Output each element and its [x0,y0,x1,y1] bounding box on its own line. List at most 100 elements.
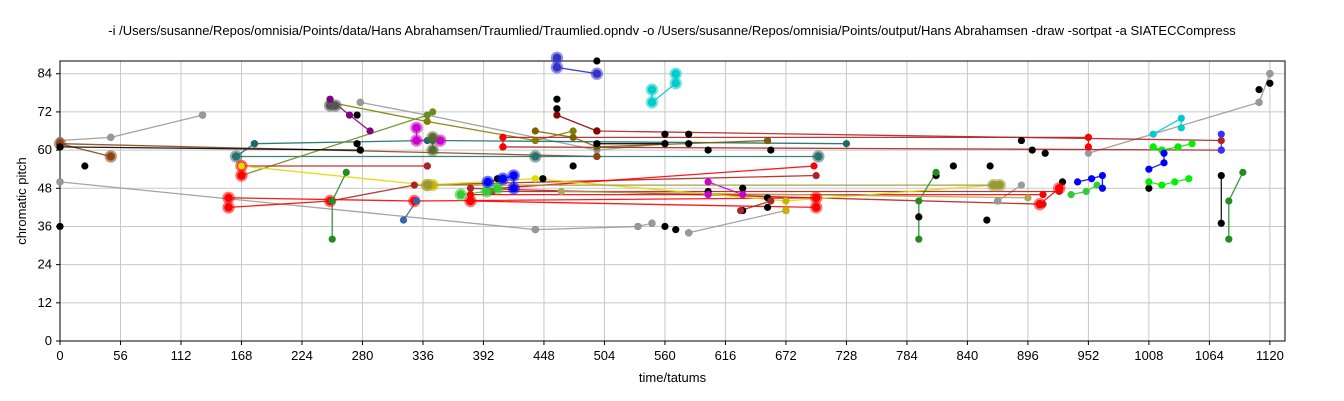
y-tick-label: 12 [38,295,52,310]
data-point-black [1266,79,1274,87]
x-tick-label: 952 [1078,348,1100,363]
series-line-53 [556,114,598,132]
x-tick-label: 448 [533,348,555,363]
series-line-46 [556,57,598,75]
data-point-5 [1017,181,1026,189]
data-point-14 [412,136,421,145]
data-point-23 [224,193,233,203]
data-point-1 [531,226,539,234]
data-point-42 [1174,143,1182,151]
data-point-8 [250,140,259,148]
data-point-black [1217,219,1225,227]
data-point-3 [685,229,693,237]
data-point-53 [553,111,561,119]
data-point-48 [1177,124,1185,132]
data-point-49 [399,216,408,224]
x-tick-label: 392 [473,348,495,363]
series-line-3 [688,209,787,234]
x-tick-label: 672 [775,348,797,363]
x-tick-label: 840 [957,348,979,363]
data-point-4 [1255,98,1263,106]
data-point-0 [107,133,115,141]
data-point-39 [493,184,502,193]
data-point-29 [499,143,507,151]
data-point-44 [1088,175,1096,183]
data-point-9 [814,152,823,161]
data-point-41 [1158,181,1166,189]
data-point-7 [593,152,601,161]
data-point-46 [592,69,602,78]
data-point-black [81,162,89,170]
data-point-23 [811,193,821,203]
data-point-29 [499,133,507,141]
data-point-57 [56,143,64,151]
data-point-4 [1084,149,1092,157]
x-tick-label: 280 [352,348,374,363]
data-point-35 [423,180,432,190]
x-tick-label: 112 [171,348,192,363]
data-point-56 [661,140,669,148]
data-point-41 [1145,178,1153,186]
command-line-title: -i /Users/susanne/Repos/omnisia/Points/d… [108,23,1236,38]
data-point-black [1041,149,1049,157]
data-point-38 [1239,168,1247,176]
x-tick-label: 1064 [1195,348,1224,363]
data-point-31 [1035,199,1044,209]
data-point-55 [557,187,565,196]
data-point-47 [647,85,657,94]
y-tick-label: 48 [38,180,52,195]
data-point-52 [428,145,437,155]
data-point-44 [1073,178,1082,186]
data-point-13 [345,111,354,119]
data-point-black [1145,184,1153,192]
plot-frame [59,60,1286,342]
y-tick-label: 0 [45,333,52,348]
data-point-black [661,222,669,231]
data-point-0 [198,111,207,119]
data-point-black [553,105,561,113]
x-tick-label: 728 [836,348,858,363]
data-point-16 [423,162,431,170]
data-point-black [593,57,601,65]
x-axis-label: time/tatums [639,370,707,385]
data-point-48 [1149,130,1157,138]
data-point-37 [915,197,923,205]
data-point-38 [1225,235,1233,243]
data-point-17 [812,171,820,180]
data-point-9 [531,152,540,161]
data-point-14 [412,123,421,133]
data-point-51 [569,133,577,141]
data-point-49 [412,197,421,205]
data-point-17 [410,181,418,189]
y-tick-label: 72 [38,104,52,119]
x-tick-label: 168 [231,348,253,363]
data-point-43 [509,184,518,193]
data-point-32 [531,175,539,183]
data-point-37 [915,235,923,243]
data-point-45 [1145,165,1153,173]
data-point-black [56,222,64,231]
series-line-1 [59,181,653,231]
data-point-black [539,175,547,183]
data-point-15 [704,191,712,199]
data-point-46 [552,63,562,72]
data-point-51 [763,136,772,145]
series-line-10 [329,101,574,142]
x-tick-label: 784 [896,348,918,363]
data-point-26 [811,203,821,212]
series-line-41 [1148,178,1190,186]
data-point-black [1217,171,1225,180]
series-line-19 [596,130,1222,142]
series-line-51 [535,130,768,148]
series-line-26 [470,200,817,209]
y-tick-label: 24 [38,257,52,272]
data-point-black [983,216,991,224]
data-point-27 [466,191,475,199]
data-point-50 [1217,146,1225,154]
data-point-4 [1266,70,1274,78]
y-tick-label: 84 [38,66,52,81]
data-point-44 [1098,171,1107,180]
data-point-34 [782,206,790,215]
x-tick-label: 0 [56,348,63,363]
data-point-black [1028,146,1036,154]
